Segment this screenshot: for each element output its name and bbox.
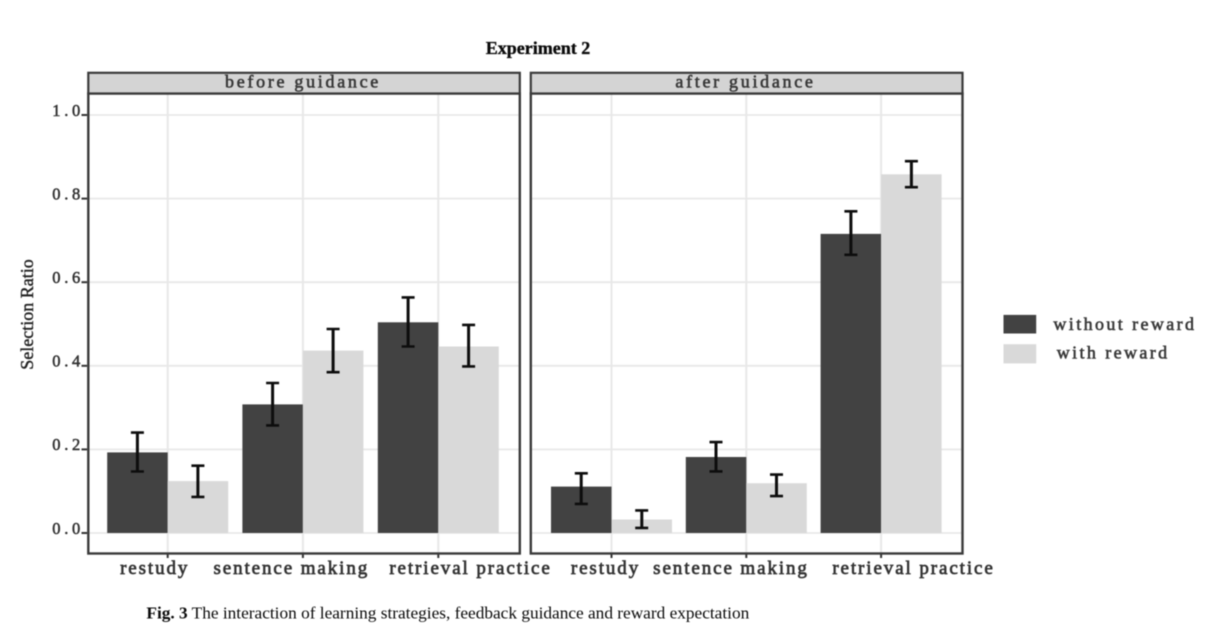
- svg-text:before guidance: before guidance: [225, 72, 381, 92]
- svg-text:1.0: 1.0: [52, 101, 84, 120]
- svg-text:restudy: restudy: [571, 558, 640, 579]
- svg-text:0.0: 0.0: [52, 519, 84, 538]
- svg-text:0.4: 0.4: [52, 352, 84, 371]
- svg-text:Experiment 2: Experiment 2: [486, 38, 590, 58]
- svg-text:Selection Ratio: Selection Ratio: [17, 259, 37, 369]
- svg-text:Fig. 3 The interaction of lear: Fig. 3 The interaction of learning strat…: [146, 604, 749, 623]
- svg-text:0.8: 0.8: [52, 184, 84, 203]
- svg-text:0.6: 0.6: [52, 268, 84, 287]
- svg-text:sentence making: sentence making: [653, 558, 809, 579]
- svg-text:0.2: 0.2: [52, 435, 84, 454]
- svg-text:with reward: with reward: [1057, 343, 1170, 363]
- svg-text:without reward: without reward: [1053, 314, 1196, 334]
- svg-text:after guidance: after guidance: [675, 72, 815, 92]
- svg-text:retrieval practice: retrieval practice: [832, 558, 994, 579]
- svg-text:retrieval practice: retrieval practice: [389, 558, 551, 579]
- svg-text:sentence making: sentence making: [213, 558, 369, 579]
- svg-text:restudy: restudy: [120, 558, 189, 579]
